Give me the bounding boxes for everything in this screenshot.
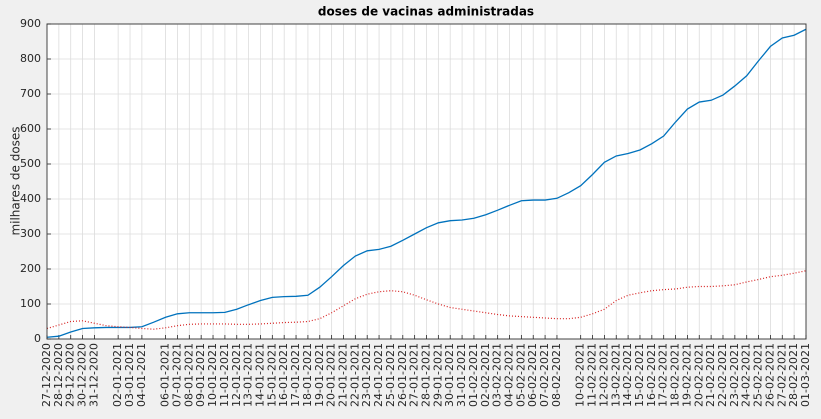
x-tick-label: 21-01-2021 [336, 343, 349, 407]
x-tick-label: 26-02-2021 [763, 343, 776, 407]
y-tick-label: 100 [20, 297, 41, 310]
x-tick-label: 04-02-2021 [503, 343, 516, 407]
x-tick-label: 02-01-2021 [111, 343, 124, 407]
x-tick-label: 31-12-2020 [87, 343, 100, 407]
y-tick-label: 0 [34, 332, 41, 345]
x-tick-label: 07-02-2021 [538, 343, 551, 407]
y-axis-label: milhares de doses [9, 126, 23, 235]
x-tick-label: 09-01-2021 [194, 343, 207, 407]
x-tick-label: 06-01-2021 [159, 343, 172, 407]
x-tick-label: 12-02-2021 [597, 343, 610, 407]
x-tick-label: 07-01-2021 [170, 343, 183, 407]
x-tick-label: 23-02-2021 [728, 343, 741, 407]
series-line [46, 28, 807, 338]
y-tick-label: 200 [20, 262, 41, 275]
y-tick-label: 800 [20, 52, 41, 65]
x-tick-label: 22-01-2021 [348, 343, 361, 407]
y-tick-label: 700 [20, 87, 41, 100]
x-tick-label: 17-01-2021 [289, 343, 302, 407]
x-tick-label: 16-02-2021 [645, 343, 658, 407]
x-tick-label: 27-02-2021 [775, 343, 788, 407]
x-tick-label: 12-01-2021 [230, 343, 243, 407]
x-tick-label: 16-01-2021 [277, 343, 290, 407]
x-tick-label: 19-02-2021 [680, 343, 693, 407]
x-tick-label: 20-02-2021 [692, 343, 705, 407]
x-tick-label: 23-01-2021 [360, 343, 373, 407]
x-tick-label: 15-02-2021 [633, 343, 646, 407]
x-tick-label: 30-12-2020 [76, 343, 89, 407]
x-tick-label: 17-02-2021 [657, 343, 670, 407]
x-tick-label: 31-01-2021 [455, 343, 468, 407]
x-tick-label: 27-01-2021 [408, 343, 421, 407]
x-tick-label: 20-01-2021 [325, 343, 338, 407]
x-tick-label: 08-01-2021 [182, 343, 195, 407]
x-tick-label: 05-02-2021 [514, 343, 527, 407]
x-tick-label: 08-02-2021 [550, 343, 563, 407]
x-tick-label: 19-01-2021 [313, 343, 326, 407]
x-tick-label: 29-12-2020 [64, 343, 77, 407]
x-tick-label: 14-02-2021 [621, 343, 634, 407]
x-tick-label: 02-02-2021 [479, 343, 492, 407]
y-tick-label: 900 [20, 17, 41, 30]
x-tick-label: 22-02-2021 [716, 343, 729, 407]
x-tick-label: 11-01-2021 [218, 343, 231, 407]
x-tick-label: 06-02-2021 [526, 343, 539, 407]
y-tick-label: 500 [20, 157, 41, 170]
x-tick-label: 18-02-2021 [669, 343, 682, 407]
x-tick-label: 25-02-2021 [752, 343, 765, 407]
x-tick-label: 25-01-2021 [384, 343, 397, 407]
x-tick-label: 30-01-2021 [443, 343, 456, 407]
x-tick-label: 15-01-2021 [265, 343, 278, 407]
x-tick-label: 01-02-2021 [467, 343, 480, 407]
x-tick-label: 01-03-2021 [799, 343, 812, 407]
x-tick-label: 18-01-2021 [301, 343, 314, 407]
x-tick-label: 13-02-2021 [609, 343, 622, 407]
x-tick-label: 03-01-2021 [123, 343, 136, 407]
y-tick-label: 300 [20, 227, 41, 240]
x-tick-label: 13-01-2021 [242, 343, 255, 407]
x-tick-label: 04-01-2021 [135, 343, 148, 407]
x-tick-label: 28-01-2021 [420, 343, 433, 407]
x-tick-label: 28-12-2020 [52, 343, 65, 407]
x-tick-label: 11-02-2021 [586, 343, 599, 407]
x-tick-label: 26-01-2021 [396, 343, 409, 407]
x-tick-label: 03-02-2021 [491, 343, 504, 407]
x-tick-label: 24-01-2021 [372, 343, 385, 407]
chart-title: doses de vacinas administradas [318, 5, 534, 19]
x-tick-label: 10-02-2021 [574, 343, 587, 407]
x-tick-label: 27-12-2020 [40, 343, 53, 407]
x-tick-label: 10-01-2021 [206, 343, 219, 407]
x-tick-label: 24-02-2021 [740, 343, 753, 407]
y-tick-label: 600 [20, 122, 41, 135]
x-tick-label: 21-02-2021 [704, 343, 717, 407]
x-tick-label: 28-02-2021 [787, 343, 800, 407]
x-tick-label: 14-01-2021 [253, 343, 266, 407]
plot-border [46, 23, 807, 340]
x-tick-label: 29-01-2021 [431, 343, 444, 407]
y-tick-label: 400 [20, 192, 41, 205]
